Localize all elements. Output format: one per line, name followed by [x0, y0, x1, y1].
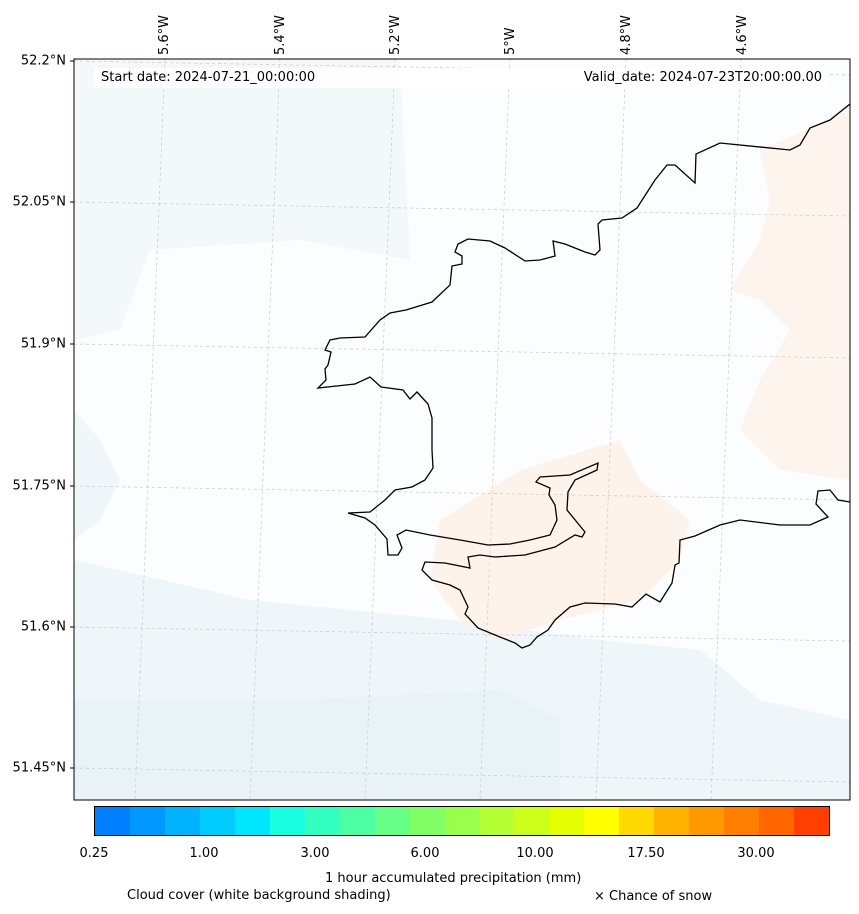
graticule-lon-line — [364, 59, 396, 800]
colorbar-swatch — [479, 807, 515, 835]
graticule-lon-line — [595, 59, 627, 800]
colorbar-swatch — [304, 807, 340, 835]
snow-caption: × Chance of snow — [594, 889, 713, 904]
colorbar-swatch — [514, 807, 550, 835]
colorbar-swatch — [619, 807, 655, 835]
colorbar-tick: 6.00 — [410, 846, 440, 861]
colorbar-tick: 0.25 — [79, 846, 109, 861]
colorbar-swatch — [724, 807, 760, 835]
lon-label: 5.2°W — [388, 14, 403, 55]
precip-colorbar — [94, 806, 830, 836]
lat-label: 51.9°N — [20, 336, 66, 352]
cloud-shading-left-edge — [74, 410, 120, 540]
lat-label: 51.75°N — [12, 478, 66, 494]
colorbar-swatch — [759, 807, 795, 835]
colorbar-tick: 10.00 — [516, 846, 554, 861]
precip-shading-south — [430, 440, 690, 640]
graticule-lon-line — [134, 59, 166, 800]
colorbar-swatch — [95, 807, 130, 835]
lon-label: 5°W — [503, 27, 518, 55]
cloud-shading-southwest — [74, 690, 560, 800]
colorbar-swatch — [234, 807, 270, 835]
lon-label: 4.8°W — [619, 14, 634, 55]
cloud-cover-caption: Cloud cover (white background shading) — [127, 888, 391, 903]
coastline-north — [316, 103, 850, 649]
lat-label: 51.6°N — [20, 619, 66, 635]
colorbar-swatch — [654, 807, 690, 835]
colorbar-swatch — [164, 807, 200, 835]
colorbar-swatch — [199, 807, 235, 835]
precip-shading-east — [730, 110, 850, 480]
map-frame — [73, 58, 851, 801]
lat-label: 52.2°N — [20, 53, 66, 69]
colorbar-title: 1 hour accumulated precipitation (mm) — [325, 871, 582, 886]
graticule-lon-line — [479, 59, 511, 800]
colorbar-swatch — [269, 807, 305, 835]
graticule-lon-line — [710, 59, 742, 800]
colorbar-tick: 1.00 — [189, 846, 219, 861]
graticule-lon-line — [249, 59, 281, 800]
lat-label: 51.45°N — [12, 760, 66, 776]
lon-label: 4.6°W — [735, 14, 750, 55]
colorbar-tick: 30.00 — [737, 846, 775, 861]
colorbar-swatch — [129, 807, 165, 835]
colorbar-swatch — [374, 807, 410, 835]
colorbar-swatch — [584, 807, 620, 835]
colorbar-swatch — [409, 807, 445, 835]
colorbar-swatch — [444, 807, 480, 835]
colorbar-tick: 3.00 — [300, 846, 330, 861]
lat-label: 52.05°N — [12, 194, 66, 210]
colorbar-swatch — [794, 807, 830, 835]
colorbar-tick: 17.50 — [627, 846, 665, 861]
start-date-label: Start date: 2024-07-21_00:00:00 — [101, 70, 316, 85]
cloud-shading-west — [74, 59, 410, 340]
colorbar-swatch — [339, 807, 375, 835]
lon-label: 5.4°W — [273, 14, 288, 55]
lon-label: 5.6°W — [157, 14, 172, 55]
colorbar-swatch — [549, 807, 585, 835]
map-info-bar: Start date: 2024-07-21_00:00:00 Valid_da… — [94, 68, 829, 88]
valid-date-label: Valid_date: 2024-07-23T20:00:00.00 — [583, 70, 822, 85]
colorbar-swatch — [689, 807, 725, 835]
